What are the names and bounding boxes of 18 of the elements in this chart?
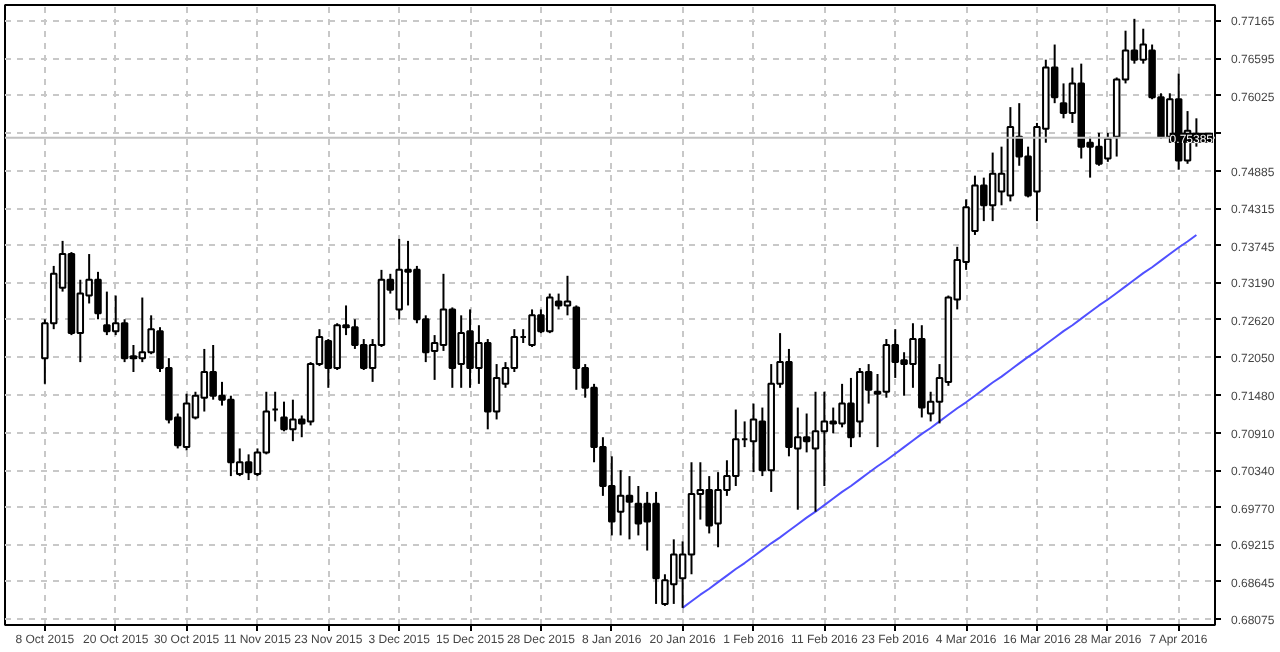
candlestick [820, 390, 829, 487]
candlestick [182, 392, 191, 452]
candlestick [563, 274, 572, 317]
candlestick [811, 390, 820, 513]
candlestick [200, 347, 209, 413]
candlestick [244, 453, 253, 482]
candlestick [882, 338, 891, 399]
candlestick [120, 318, 129, 364]
line-series [681, 233, 1198, 609]
candlestick [749, 402, 758, 474]
candlestick [634, 484, 643, 537]
candlestick [625, 475, 634, 541]
candlestick [988, 151, 997, 223]
candlestick [616, 469, 625, 537]
candlestick [802, 412, 811, 454]
candlestick [1059, 82, 1068, 120]
candlestick [103, 290, 111, 337]
candlestick [138, 296, 147, 364]
